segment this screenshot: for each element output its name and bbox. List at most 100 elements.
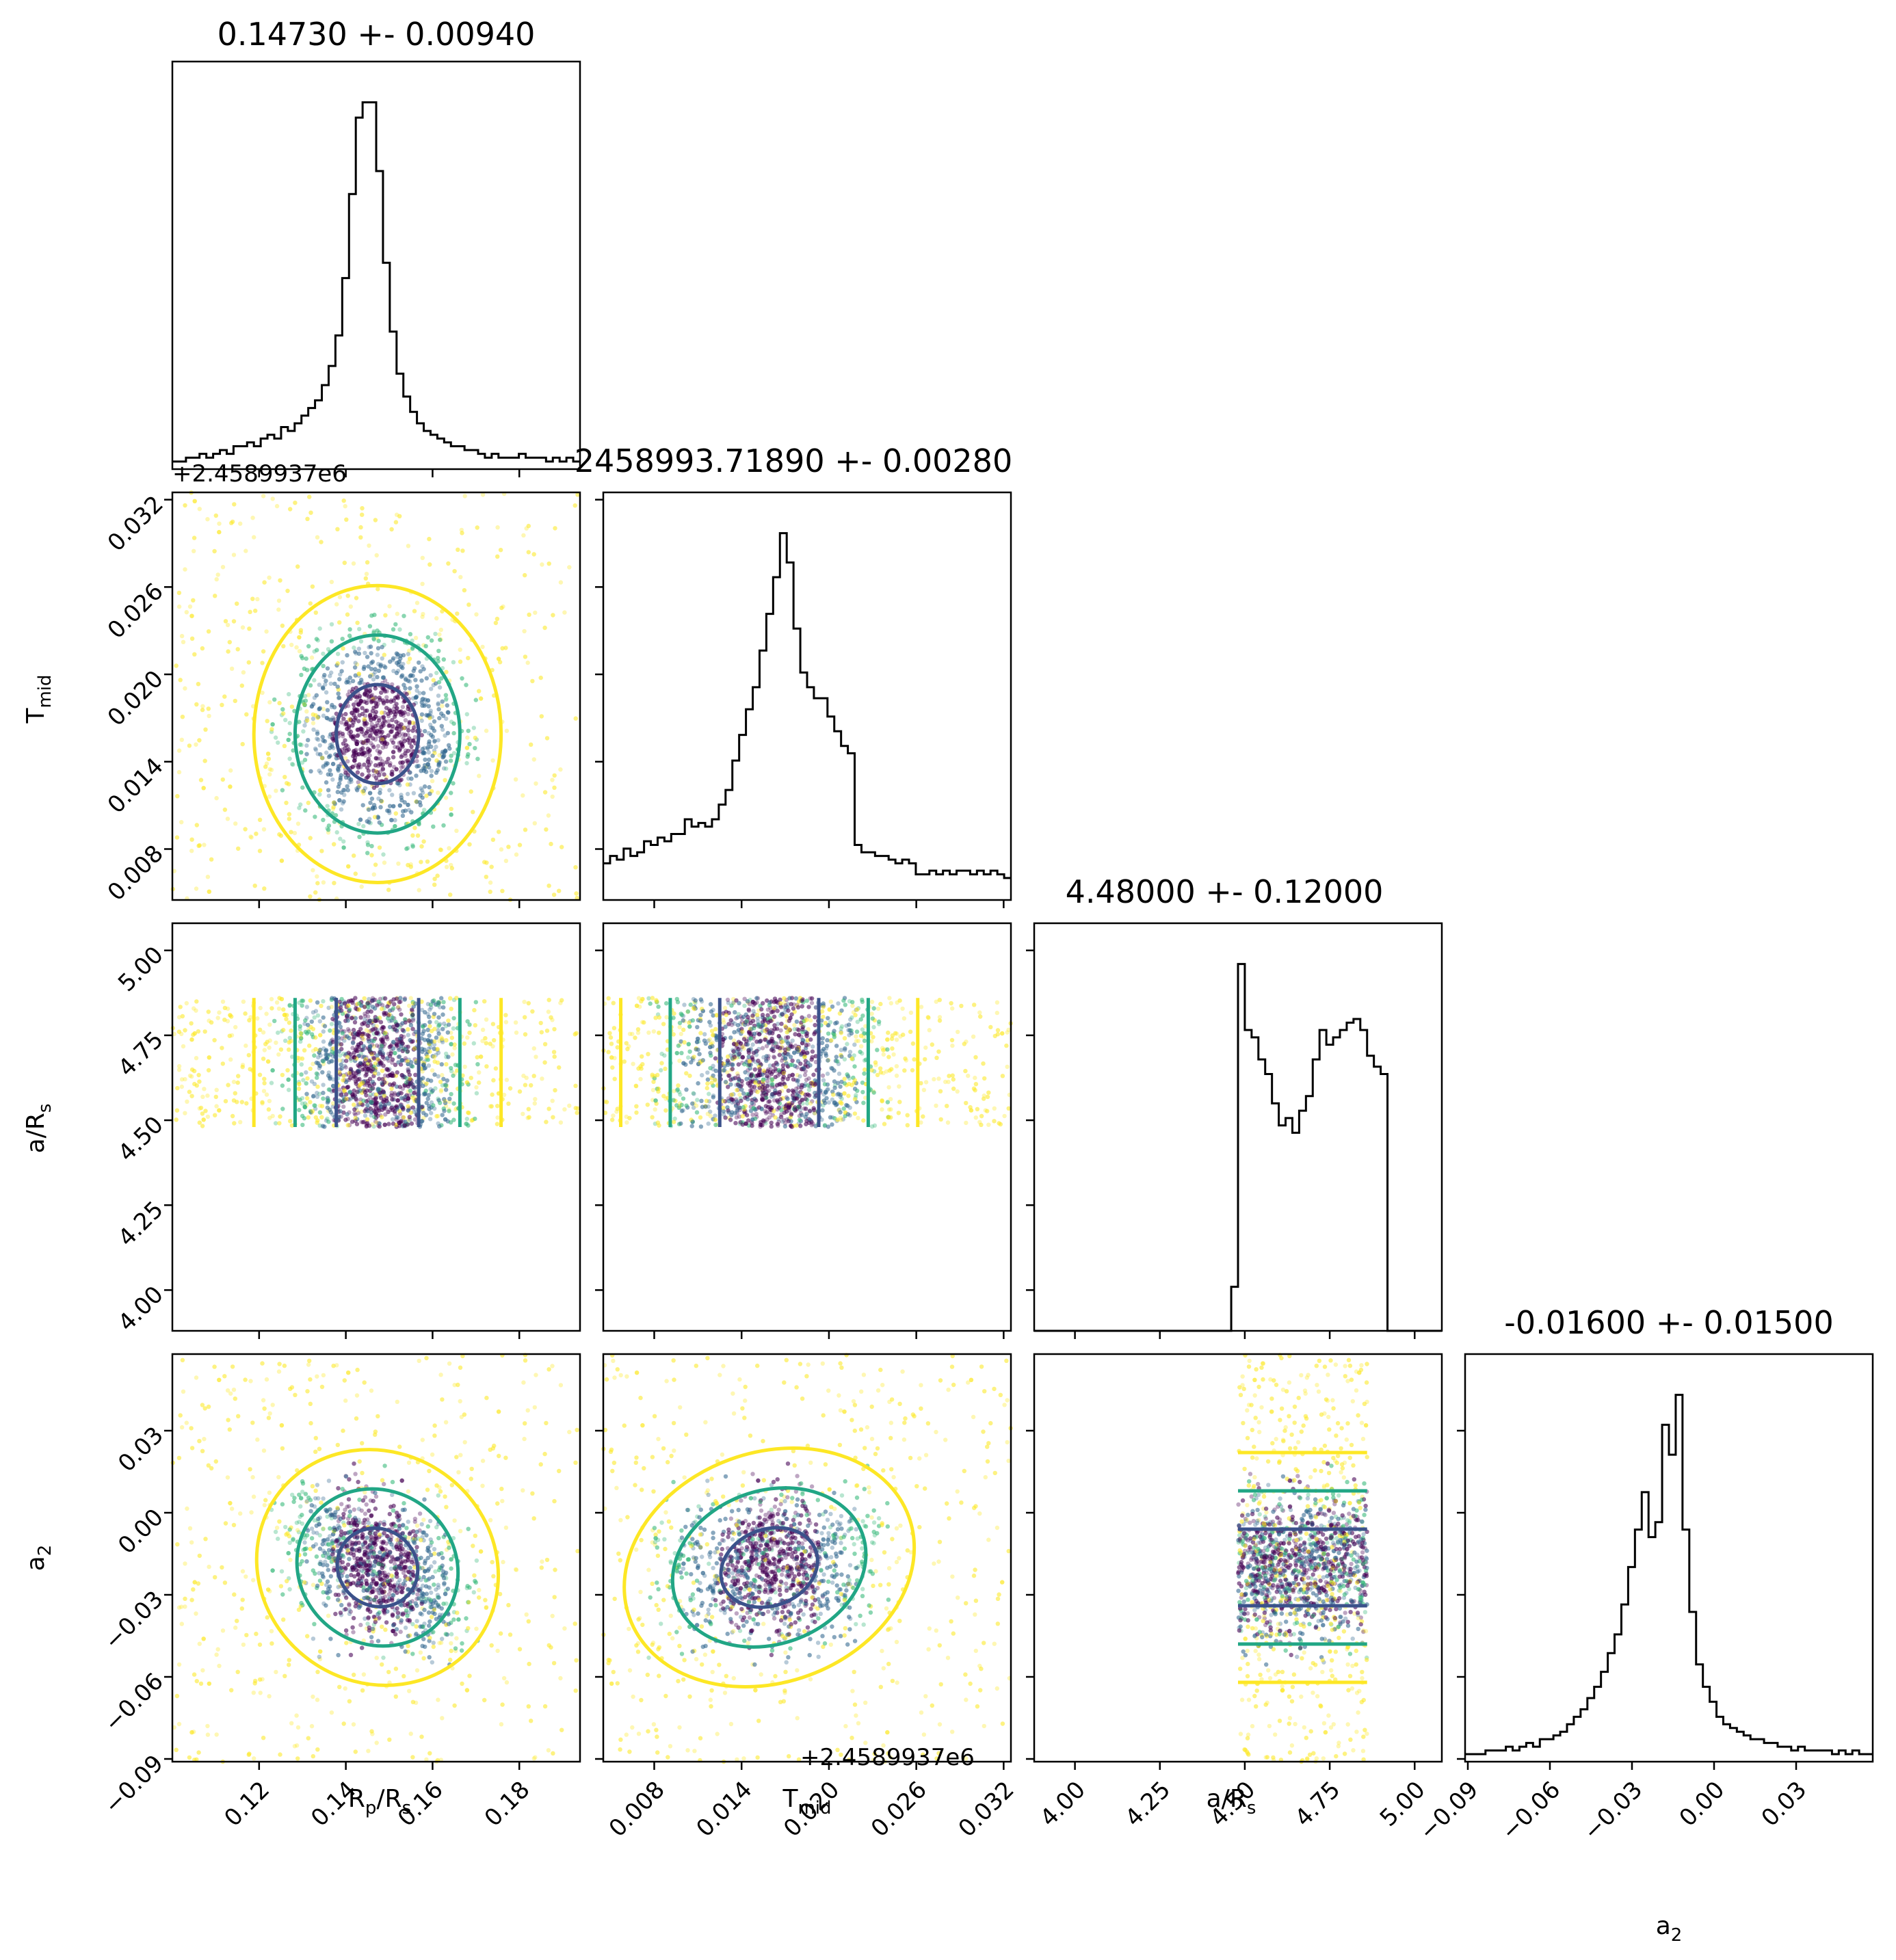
scatter-point — [343, 1065, 348, 1070]
scatter-point — [278, 1114, 282, 1119]
scatter-point — [313, 815, 317, 819]
scatter-point — [542, 790, 548, 795]
scatter-point — [352, 1102, 356, 1107]
scatter-point — [367, 1039, 371, 1044]
scatter-point — [414, 694, 419, 699]
scatter-point — [526, 1107, 531, 1112]
scatter-point — [341, 1104, 346, 1109]
scatter-point — [394, 512, 399, 517]
scatter-point — [387, 604, 392, 609]
scatter-point — [192, 548, 196, 553]
scatter-point — [473, 1023, 477, 1028]
scatter-point — [402, 997, 407, 1002]
scatter-point — [351, 561, 356, 566]
scatter-point — [367, 773, 371, 778]
scatter-point — [363, 692, 368, 697]
scatter-point — [544, 1029, 550, 1033]
scatter-point — [352, 734, 357, 740]
scatter-point — [322, 672, 327, 678]
scatter-point — [356, 702, 360, 707]
scatter-point — [451, 1016, 456, 1021]
scatter-point — [399, 743, 404, 747]
scatter-point — [347, 627, 352, 632]
scatter-point — [315, 731, 320, 737]
scatter-point — [434, 758, 439, 763]
scatter-point — [342, 751, 347, 756]
scatter-point — [425, 698, 430, 703]
scatter-point — [345, 1027, 351, 1032]
scatter-point — [361, 1098, 366, 1103]
scatter-point — [324, 1052, 328, 1057]
scatter-point — [462, 494, 467, 499]
scatter-point — [429, 773, 434, 778]
scatter-point — [243, 1011, 248, 1016]
scatter-point — [417, 691, 422, 696]
scatter-point — [365, 729, 370, 734]
scatter-point — [551, 1115, 555, 1120]
scatter-point — [362, 1005, 367, 1009]
scatter-point — [244, 1101, 249, 1106]
scatter-point — [326, 793, 332, 798]
scatter-point — [386, 1068, 391, 1073]
scatter-point — [392, 714, 397, 719]
scatter-point — [296, 1086, 302, 1091]
scatter-point — [410, 738, 415, 743]
scatter-point — [288, 507, 293, 512]
scatter-point — [308, 894, 313, 899]
scatter-point — [547, 884, 551, 888]
scatter-point — [394, 719, 399, 724]
scatter-point — [431, 824, 436, 829]
scatter-point — [311, 727, 316, 732]
scatter-point — [435, 1046, 440, 1052]
scatter-point — [343, 712, 348, 717]
scatter-point — [508, 1086, 513, 1091]
scatter-point — [300, 1056, 305, 1061]
scatter-point — [482, 860, 487, 864]
scatter-point — [314, 1060, 319, 1065]
scatter-point — [409, 810, 414, 815]
scatter-point — [432, 719, 437, 724]
scatter-point — [359, 884, 364, 889]
scatter-point — [363, 650, 367, 655]
scatter-point — [215, 1016, 220, 1020]
scatter-point — [176, 590, 182, 596]
scatter-point — [329, 639, 334, 644]
scatter-point — [236, 846, 241, 851]
scatter-point — [553, 1088, 557, 1093]
scatter-point — [352, 1107, 357, 1112]
scatter-point — [445, 730, 450, 736]
scatter-point — [382, 734, 387, 740]
scatter-point — [304, 1070, 308, 1075]
scatter-point — [410, 844, 415, 849]
scatter-point — [380, 645, 384, 650]
scatter-point — [393, 520, 399, 525]
scatter-point — [189, 849, 194, 853]
scatter-point — [464, 745, 470, 750]
scatter-point — [495, 616, 500, 622]
scatter-point — [526, 523, 531, 529]
scatter-point — [429, 687, 434, 691]
scatter-point — [427, 1014, 432, 1020]
scatter-point — [573, 716, 578, 721]
scatter-point — [436, 791, 440, 795]
scatter-point — [300, 1003, 304, 1008]
scatter-point — [438, 760, 443, 765]
scatter-point — [258, 1005, 263, 1011]
scatter-point — [389, 1093, 394, 1098]
scatter-point — [395, 726, 399, 731]
scatter-point — [350, 1040, 356, 1046]
scatter-point — [328, 1028, 332, 1033]
scatter-point — [369, 693, 373, 699]
scatter-point — [523, 572, 527, 578]
scatter-point — [352, 665, 358, 670]
scatter-point — [394, 670, 399, 676]
scatter-point — [378, 1047, 383, 1052]
scatter-point — [303, 808, 308, 813]
scatter-point — [239, 1100, 244, 1104]
scatter-point — [241, 670, 246, 675]
scatter-point — [340, 1031, 345, 1036]
scatter-point — [449, 806, 453, 812]
scatter-point — [313, 1035, 318, 1040]
scatter-point — [495, 525, 500, 530]
scatter-point — [342, 788, 347, 793]
